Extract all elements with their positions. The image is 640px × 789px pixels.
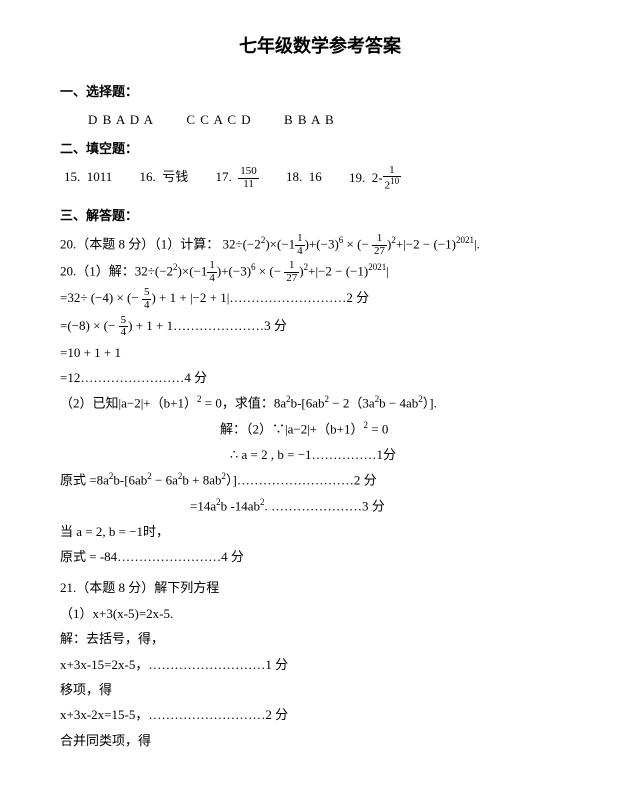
mc-answers: D B A D A C C A C D B B A B	[88, 108, 580, 131]
a15-num: 15.	[64, 169, 80, 184]
a18-val: 16	[309, 169, 322, 184]
q21-s4: x+3x-2x=15-5，………………………2 分	[60, 703, 580, 726]
q20-p2-s3: 原式 =8a2b-[6ab2 − 6a2b + 8ab2）]………………………2…	[60, 468, 580, 492]
q21-eq: （1）x+3(x-5)=2x-5.	[60, 602, 580, 625]
mc-group-3: B B A B	[284, 108, 335, 131]
a17-num: 17.	[216, 169, 232, 184]
a15-val: 1011	[87, 169, 113, 184]
a19-prefix: 2-	[372, 169, 383, 184]
a17-frac: 15011	[238, 166, 259, 190]
q21-s5: 合并同类项，得	[60, 729, 580, 752]
q20-p2-s6: 原式 = -84……………………4 分	[60, 545, 580, 568]
q20-step2: =(−8) × (− 54) + 1 + 1…………………3 分	[60, 314, 580, 339]
q20-step1: =32÷ (−4) × (− 54) + 1 + |−2 + 1|……………………	[60, 286, 580, 311]
q20-p2-s2: ∴ a = 2 , b = −1……………1分	[230, 443, 580, 466]
section-2-head: 二、填空题：	[60, 137, 580, 160]
q20-step4: =12……………………4 分	[60, 366, 580, 389]
a18-num: 18.	[286, 169, 302, 184]
page-title: 七年级数学参考答案	[60, 30, 580, 62]
a19-frac: 1210	[383, 165, 402, 193]
q20-sol-head: 20.（1）解：32÷(−22)×(−114)+(−3)6 × (− 127)2…	[60, 259, 580, 284]
mc-group-2: C C A C D	[186, 108, 251, 131]
q21-head: 21.（本题 8 分）解下列方程	[60, 576, 580, 599]
mc-group-1: D B A D A	[88, 108, 154, 131]
a16-val: 亏钱	[162, 169, 188, 184]
a19-num: 19.	[349, 169, 365, 184]
q20-p2-s4: =14a2b -14ab2. …………………3 分	[190, 494, 580, 518]
q20-p2-s5: 当 a = 2, b = −1时，	[60, 520, 580, 543]
a16-num: 16.	[140, 169, 156, 184]
q20-stem: 20.（本题 8 分）（1）计算： 32÷(−22)×(−114)+(−3)6 …	[60, 232, 580, 257]
q20-step3: =10 + 1 + 1	[60, 341, 580, 364]
q21-s3: 移项，得	[60, 678, 580, 701]
q20-part2-stem: （2）已知|a−2|+（b+1）2 = 0，求值：8a2b-[6ab2 − 2（…	[60, 391, 580, 415]
section-3-head: 三、解答题：	[60, 204, 580, 227]
fill-answers: 15. 1011 16. 亏钱 17. 15011 18. 16 19. 2-1…	[64, 165, 580, 193]
q21-s2: x+3x-15=2x-5，………………………1 分	[60, 653, 580, 676]
q21-s1: 解：去括号，得，	[60, 627, 580, 650]
section-1-head: 一、选择题：	[60, 80, 580, 103]
q20-p2-s1: 解：（2）∵|a−2|+（b+1）2 = 0	[220, 417, 580, 441]
